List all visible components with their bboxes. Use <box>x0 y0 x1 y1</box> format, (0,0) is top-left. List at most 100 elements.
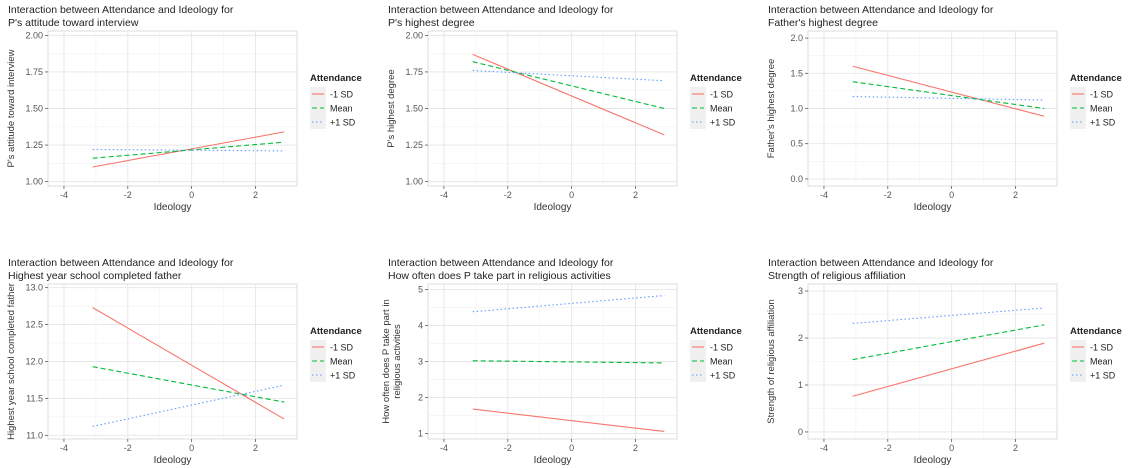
chart-panel-1: Interaction between Attendance and Ideol… <box>6 4 362 213</box>
legend-title: Attendance <box>310 73 362 84</box>
chart-title: Interaction between Attendance and Ideol… <box>388 257 614 269</box>
x-tick-label: 2 <box>1013 190 1018 200</box>
x-tick-label: -2 <box>884 443 892 453</box>
legend-key <box>1070 368 1086 382</box>
legend-key <box>690 101 706 115</box>
x-tick-label: -2 <box>504 190 512 200</box>
y-axis-label: Father's highest degree <box>766 59 777 159</box>
y-tick-label: 1.25 <box>25 140 43 150</box>
y-axis-label: P's highest degree <box>386 69 397 147</box>
x-tick-label: -4 <box>440 190 448 200</box>
x-tick-label: -2 <box>884 190 892 200</box>
series-line--1-sd <box>92 384 285 427</box>
y-tick-label: 11.0 <box>26 430 43 440</box>
y-tick-label: 12.0 <box>25 357 43 367</box>
legend-item-label: +1 SD <box>330 371 356 381</box>
chart-title: Interaction between Attendance and Ideol… <box>768 4 994 16</box>
legend-item-label: +1 SD <box>330 118 356 128</box>
legend-item-label: -1 SD <box>710 343 734 353</box>
legend-key <box>690 115 706 129</box>
y-tick-label: 1.25 <box>405 140 423 150</box>
chart-subtitle: P's highest degree <box>388 17 475 29</box>
y-tick-label: 2 <box>798 333 803 343</box>
x-tick-label: -4 <box>440 443 448 453</box>
y-tick-label: 2.00 <box>405 30 423 40</box>
legend-title: Attendance <box>310 326 362 337</box>
chart-panel-4: Interaction between Attendance and Ideol… <box>6 257 362 466</box>
x-tick-label: 0 <box>189 190 194 200</box>
legend-item-label: -1 SD <box>330 343 354 353</box>
legend-title: Attendance <box>690 326 742 337</box>
y-tick-label: 2 <box>418 393 423 403</box>
y-tick-label: 3 <box>798 286 803 296</box>
series-line--1-sd <box>92 307 285 420</box>
y-tick-label: 3 <box>418 357 423 367</box>
x-tick-label: -4 <box>820 443 828 453</box>
y-tick-label: 1.75 <box>25 67 43 77</box>
x-tick-label: 0 <box>949 443 954 453</box>
chart-panel-2: Interaction between Attendance and Ideol… <box>386 4 742 213</box>
series-line-mean <box>852 81 1045 110</box>
series-line-mean <box>472 61 665 110</box>
y-tick-label: 1.00 <box>405 177 423 187</box>
x-tick-label: 2 <box>633 443 638 453</box>
legend-item-label: Mean <box>330 357 353 367</box>
legend-item-label: Mean <box>1090 104 1113 114</box>
x-tick-label: -4 <box>820 190 828 200</box>
chart-subtitle: Highest year school completed father <box>8 270 182 282</box>
x-tick-label: 2 <box>253 443 258 453</box>
y-tick-label: 13.0 <box>25 283 43 293</box>
x-tick-label: 0 <box>569 190 574 200</box>
x-axis-label: Ideology <box>534 202 572 213</box>
x-tick-label: 0 <box>949 190 954 200</box>
y-tick-label: 11.5 <box>26 393 43 403</box>
legend-item-label: +1 SD <box>710 118 736 128</box>
y-tick-label: 1.75 <box>405 67 423 77</box>
legend-key <box>310 354 326 368</box>
chart-panel-6: Interaction between Attendance and Ideol… <box>766 257 1122 466</box>
legend-item-label: Mean <box>1090 357 1113 367</box>
x-tick-label: -2 <box>504 443 512 453</box>
x-axis-label: Ideology <box>154 202 192 213</box>
x-axis-label: Ideology <box>534 455 572 466</box>
y-tick-label: 12.5 <box>25 320 43 330</box>
legend-key <box>1070 101 1086 115</box>
chart-subtitle: Father's highest degree <box>768 17 878 29</box>
series-line-mean <box>92 366 285 403</box>
y-tick-label: 0.5 <box>790 139 803 149</box>
y-tick-label: 1 <box>418 429 423 439</box>
series-line--1-sd <box>852 342 1045 397</box>
x-axis-label: Ideology <box>914 455 952 466</box>
x-tick-label: 2 <box>1013 443 1018 453</box>
series-line-mean <box>92 141 285 159</box>
legend-item-label: +1 SD <box>1090 371 1116 381</box>
series-line--1-sd <box>92 131 285 168</box>
series-line--1-sd <box>472 408 665 432</box>
chart-title: Interaction between Attendance and Ideol… <box>8 4 234 16</box>
x-tick-label: 0 <box>569 443 574 453</box>
y-tick-label: 5 <box>418 284 423 294</box>
x-tick-label: -2 <box>124 443 132 453</box>
legend-item-label: -1 SD <box>710 90 734 100</box>
y-tick-label: 4 <box>418 320 423 330</box>
y-tick-label: 0.0 <box>790 174 803 184</box>
legend-key <box>310 101 326 115</box>
y-tick-label: 1.50 <box>25 104 43 114</box>
legend-title: Attendance <box>1070 73 1122 84</box>
legend-key <box>1070 354 1086 368</box>
legend-item-label: -1 SD <box>1090 343 1114 353</box>
legend-item-label: +1 SD <box>1090 118 1116 128</box>
y-tick-label: 2.00 <box>25 30 43 40</box>
y-tick-label: 1.00 <box>25 177 43 187</box>
x-axis-label: Ideology <box>154 455 192 466</box>
legend-item-label: -1 SD <box>1090 90 1114 100</box>
x-tick-label: 2 <box>633 190 638 200</box>
y-tick-label: 1 <box>798 380 803 390</box>
y-axis-label: How often does P take part inreligious a… <box>381 299 403 423</box>
legend-item-label: Mean <box>710 104 733 114</box>
series-line--1-sd <box>472 294 665 313</box>
series-line--1-sd <box>852 65 1045 117</box>
legend-key <box>310 115 326 129</box>
series-line--1-sd <box>472 53 665 136</box>
